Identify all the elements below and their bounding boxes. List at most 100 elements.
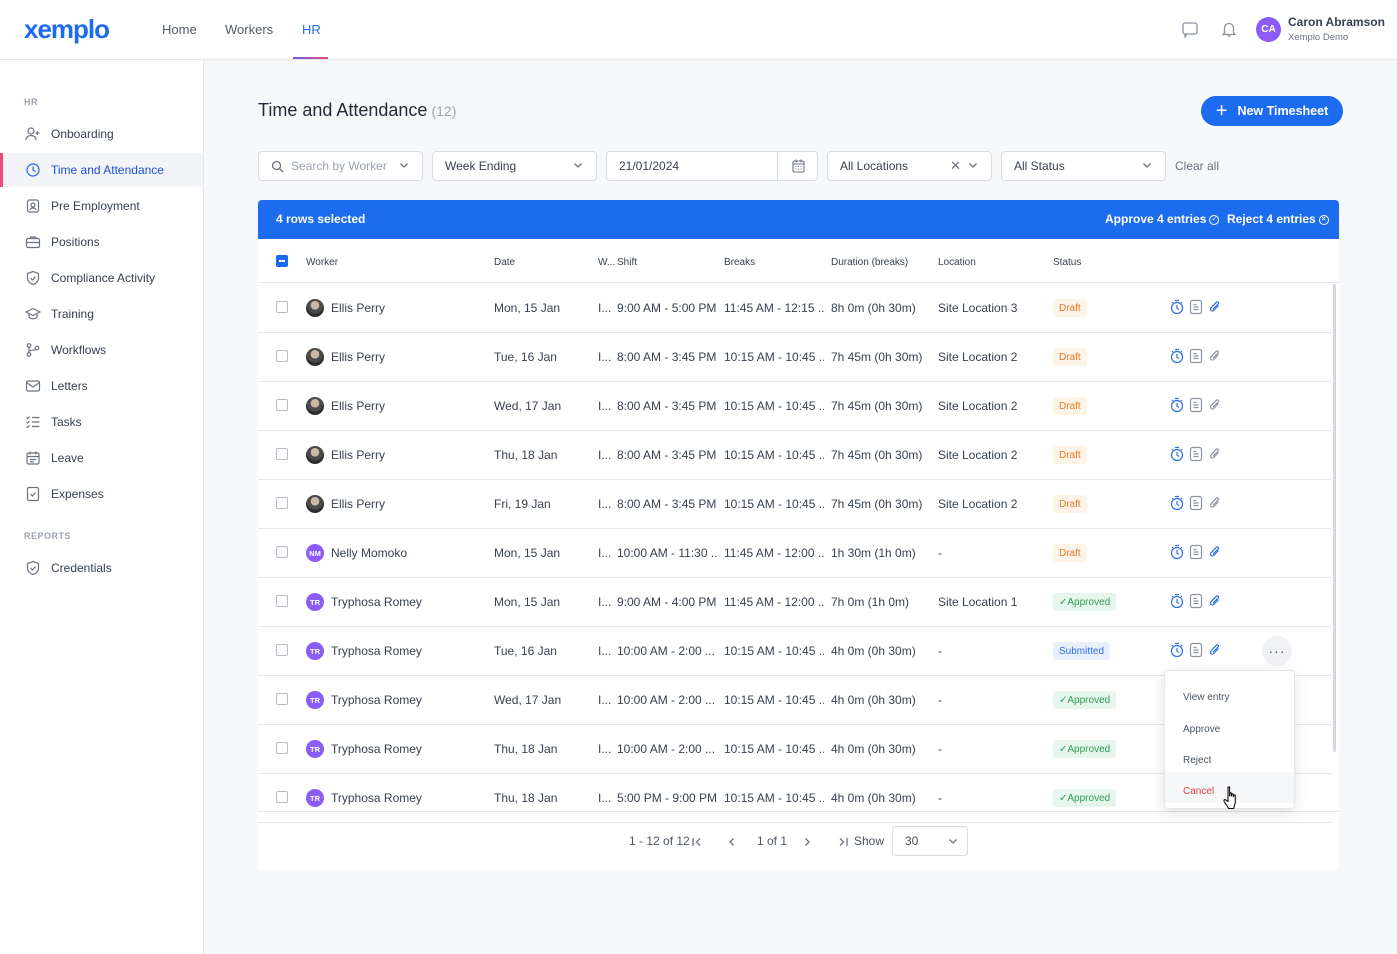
document-icon[interactable] — [1189, 593, 1203, 609]
nav-workers[interactable]: Workers — [225, 22, 273, 37]
document-icon[interactable] — [1189, 299, 1203, 315]
document-icon[interactable] — [1189, 495, 1203, 511]
last-page-icon[interactable] — [837, 836, 849, 848]
table-row[interactable]: Ellis Perry Mon, 15 Jan I... 9:00 AM - 5… — [258, 284, 1331, 333]
timer-icon[interactable] — [1170, 593, 1184, 609]
user-name[interactable]: Caron Abramson — [1288, 15, 1385, 29]
worker-search-input[interactable]: Search by Worker — [258, 151, 423, 181]
calendar-button[interactable] — [777, 151, 818, 181]
clear-all-link[interactable]: Clear all — [1175, 159, 1219, 173]
table-row[interactable]: TR Tryphosa Romey Mon, 15 Jan I... 9:00 … — [258, 578, 1331, 627]
worker-name[interactable]: Ellis Perry — [331, 448, 385, 462]
row-checkbox[interactable] — [276, 546, 288, 558]
row-checkbox[interactable] — [276, 301, 288, 313]
attachment-icon[interactable] — [1208, 495, 1222, 511]
attachment-icon[interactable] — [1208, 348, 1222, 364]
timer-icon[interactable] — [1170, 299, 1184, 315]
row-checkbox[interactable] — [276, 497, 288, 509]
select-all-checkbox[interactable] — [276, 255, 288, 267]
sidebar-item-compliance-activity[interactable]: Compliance Activity — [0, 261, 203, 295]
nav-home[interactable]: Home — [162, 22, 197, 37]
timer-icon[interactable] — [1170, 642, 1184, 658]
table-scrollbar[interactable] — [1333, 284, 1336, 752]
nav-hr[interactable]: HR — [302, 22, 321, 37]
sidebar-item-credentials[interactable]: Credentials — [0, 551, 203, 585]
next-page-icon[interactable] — [801, 836, 813, 848]
row-checkbox[interactable] — [276, 350, 288, 362]
worker-name[interactable]: Tryphosa Romey — [331, 693, 422, 707]
xemplo-logo[interactable]: xemplo — [24, 14, 109, 45]
sidebar-item-workflows[interactable]: Workflows — [0, 333, 203, 367]
worker-name[interactable]: Ellis Perry — [331, 497, 385, 511]
table-row[interactable]: NM Nelly Momoko Mon, 15 Jan I... 10:00 A… — [258, 529, 1331, 578]
sidebar-item-time-and-attendance[interactable]: Time and Attendance — [0, 153, 203, 187]
col-shift[interactable]: Shift — [617, 257, 637, 268]
period-select[interactable]: Week Ending — [432, 151, 597, 181]
reject-selected-button[interactable]: Reject 4 entries ✕ — [1227, 212, 1329, 226]
document-icon[interactable] — [1189, 642, 1203, 658]
col-date[interactable]: Date — [494, 257, 515, 268]
worker-name[interactable]: Ellis Perry — [331, 301, 385, 315]
status-select[interactable]: All Status — [1001, 151, 1166, 181]
new-timesheet-button[interactable]: + New Timesheet — [1201, 96, 1343, 126]
sidebar-item-positions[interactable]: Positions — [0, 225, 203, 259]
menu-view-entry[interactable]: View entry — [1165, 682, 1294, 713]
attachment-icon[interactable] — [1208, 642, 1222, 658]
bell-icon[interactable] — [1220, 20, 1238, 38]
sidebar-item-expenses[interactable]: Expenses — [0, 477, 203, 511]
attachment-icon[interactable] — [1208, 446, 1222, 462]
table-row[interactable]: Ellis Perry Tue, 16 Jan I... 8:00 AM - 3… — [258, 333, 1331, 382]
row-checkbox[interactable] — [276, 644, 288, 656]
prev-page-icon[interactable] — [726, 836, 738, 848]
sidebar-item-pre-employment[interactable]: Pre Employment — [0, 189, 203, 223]
col-worker[interactable]: Worker — [306, 257, 338, 268]
table-row[interactable]: Ellis Perry Fri, 19 Jan I... 8:00 AM - 3… — [258, 480, 1331, 529]
timer-icon[interactable] — [1170, 544, 1184, 560]
worker-name[interactable]: Tryphosa Romey — [331, 595, 422, 609]
table-row[interactable]: TR Tryphosa Romey Tue, 16 Jan I... 10:00… — [258, 627, 1331, 676]
clear-location-icon[interactable]: ✕ — [950, 158, 961, 174]
document-icon[interactable] — [1189, 544, 1203, 560]
attachment-icon[interactable] — [1208, 593, 1222, 609]
date-input[interactable]: 21/01/2024 — [606, 151, 778, 181]
worker-name[interactable]: Tryphosa Romey — [331, 644, 422, 658]
col-w[interactable]: W... — [598, 257, 615, 268]
document-icon[interactable] — [1189, 446, 1203, 462]
attachment-icon[interactable] — [1208, 299, 1222, 315]
chat-icon[interactable] — [1181, 20, 1199, 38]
col-status[interactable]: Status — [1053, 257, 1081, 268]
row-checkbox[interactable] — [276, 399, 288, 411]
sidebar-item-letters[interactable]: Letters — [0, 369, 203, 403]
worker-name[interactable]: Nelly Momoko — [331, 546, 407, 560]
location-select[interactable]: All Locations ✕ — [827, 151, 992, 181]
timer-icon[interactable] — [1170, 348, 1184, 364]
col-duration[interactable]: Duration (breaks) — [831, 257, 908, 268]
sidebar-item-training[interactable]: Training — [0, 297, 203, 331]
sidebar-item-leave[interactable]: Leave — [0, 441, 203, 475]
sidebar-item-tasks[interactable]: Tasks — [0, 405, 203, 439]
worker-name[interactable]: Ellis Perry — [331, 350, 385, 364]
timer-icon[interactable] — [1170, 446, 1184, 462]
first-page-icon[interactable] — [691, 836, 703, 848]
sidebar-item-onboarding[interactable]: Onboarding — [0, 117, 203, 151]
col-breaks[interactable]: Breaks — [724, 257, 755, 268]
document-icon[interactable] — [1189, 348, 1203, 364]
approve-selected-button[interactable]: Approve 4 entries ✓ — [1105, 212, 1219, 226]
document-icon[interactable] — [1189, 397, 1203, 413]
table-row[interactable]: Ellis Perry Wed, 17 Jan I... 8:00 AM - 3… — [258, 382, 1331, 431]
row-checkbox[interactable] — [276, 791, 288, 803]
worker-name[interactable]: Tryphosa Romey — [331, 742, 422, 756]
row-more-button[interactable]: ··· — [1262, 636, 1292, 666]
table-row[interactable]: Ellis Perry Thu, 18 Jan I... 8:00 AM - 3… — [258, 431, 1331, 480]
attachment-icon[interactable] — [1208, 397, 1222, 413]
timer-icon[interactable] — [1170, 495, 1184, 511]
row-checkbox[interactable] — [276, 448, 288, 460]
row-checkbox[interactable] — [276, 693, 288, 705]
worker-name[interactable]: Tryphosa Romey — [331, 791, 422, 805]
col-location[interactable]: Location — [938, 257, 976, 268]
attachment-icon[interactable] — [1208, 544, 1222, 560]
row-checkbox[interactable] — [276, 742, 288, 754]
timer-icon[interactable] — [1170, 397, 1184, 413]
row-checkbox[interactable] — [276, 595, 288, 607]
worker-name[interactable]: Ellis Perry — [331, 399, 385, 413]
